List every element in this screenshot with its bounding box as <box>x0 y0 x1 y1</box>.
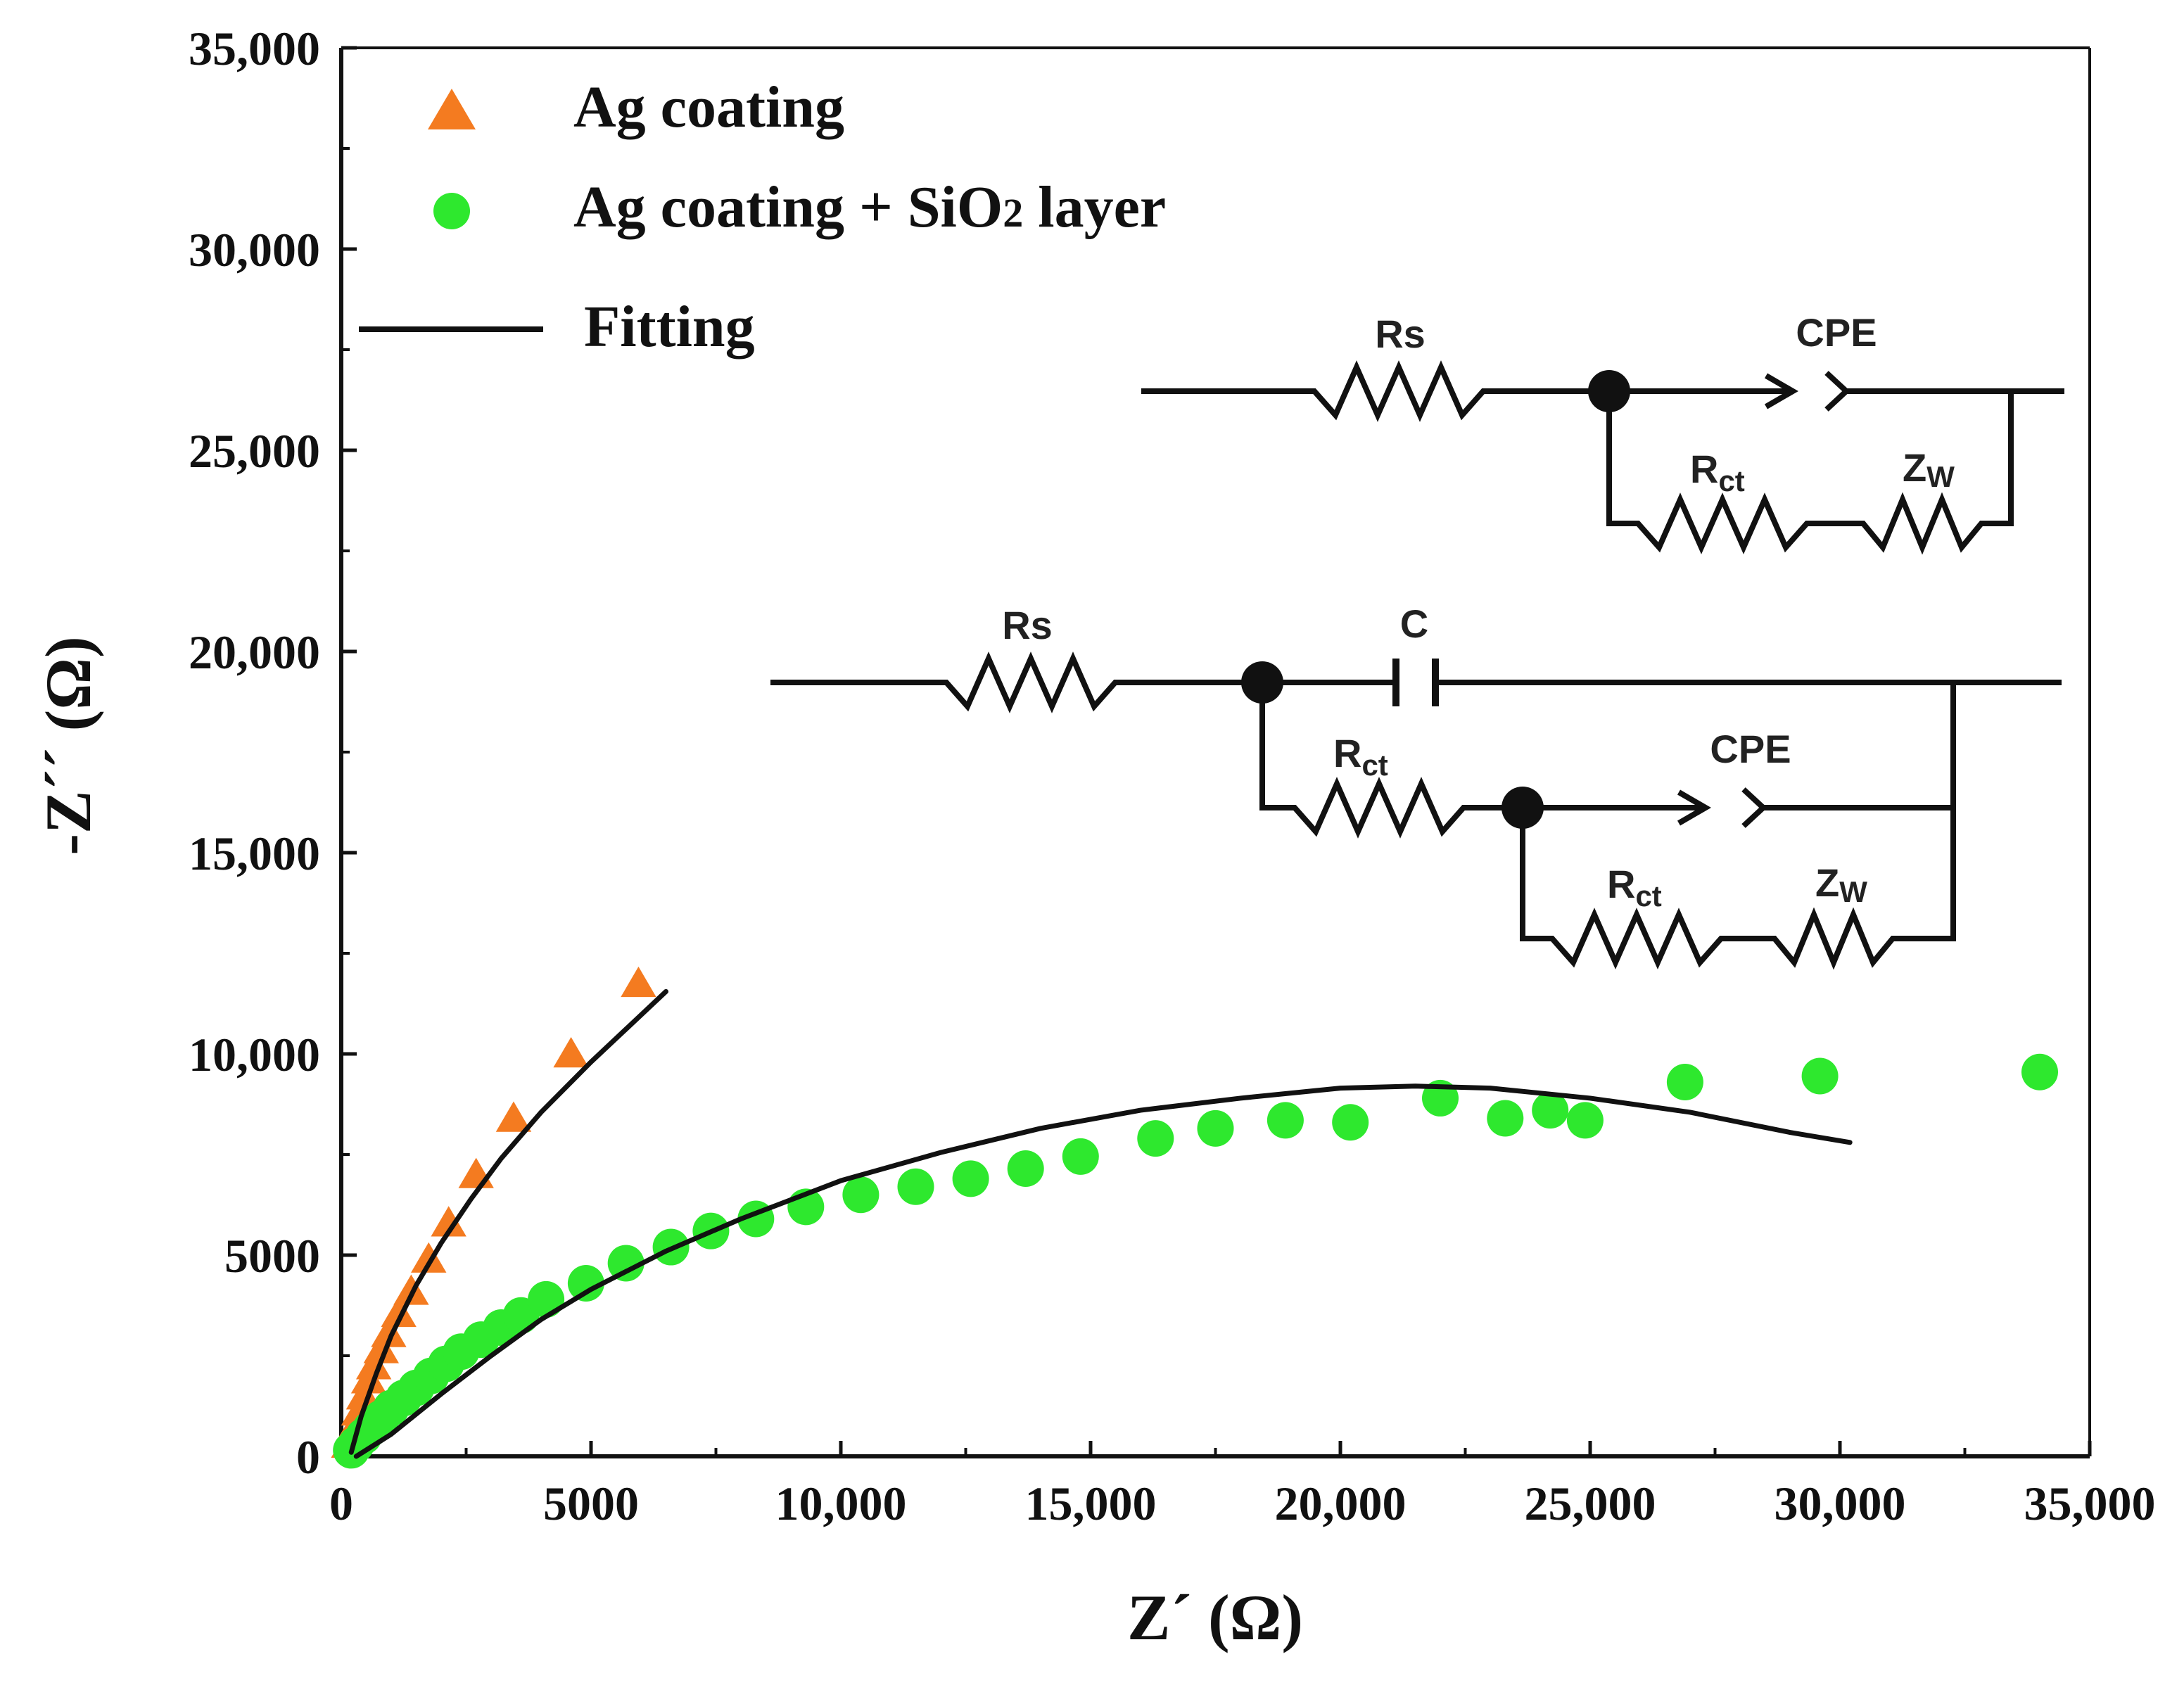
legend-label-ag-sio2-suffix: layer <box>1023 174 1166 240</box>
ag-sio2-point <box>607 1245 645 1282</box>
ag-coating-point <box>621 966 656 998</box>
axes-frame <box>339 46 2091 1458</box>
ag-coating-point <box>431 1206 466 1237</box>
circuit-bottom-rct1-letter: R <box>1333 731 1361 775</box>
x-tick-label: 15,000 <box>1025 1477 1157 1530</box>
ag-sio2-point <box>952 1160 989 1197</box>
circuit-bottom-rct2-letter: R <box>1607 862 1635 906</box>
legend-label-ag: Ag coating <box>573 75 844 140</box>
circuit-bottom-cpe-symbol <box>1741 787 1767 828</box>
legend-triangle-marker <box>428 89 476 129</box>
circuit-top-rct-letter: R <box>1690 447 1718 491</box>
series-ag-sio2 <box>333 1053 2058 1469</box>
y-tick-label: 10,000 <box>189 1028 320 1081</box>
circuit-bottom-rct1-resistor <box>1259 682 1523 839</box>
y-tick-label: 25,000 <box>189 424 320 478</box>
circuit-bottom-rct2-label: Rct <box>1607 862 1662 913</box>
ag-coating-point <box>393 1274 429 1305</box>
ag-sio2-point <box>1062 1138 1099 1175</box>
circuit-bottom-c-label: C <box>1400 602 1428 646</box>
circuit-top-cpe-symbol <box>1824 371 1850 412</box>
y-tick-label: 0 <box>296 1430 320 1484</box>
x-tick-label: 25,000 <box>1525 1477 1656 1530</box>
series-fitting <box>348 988 1853 1459</box>
ag-coating-point <box>553 1037 589 1068</box>
y-tick-label: 35,000 <box>189 22 320 75</box>
ag-sio2-point <box>1532 1092 1569 1129</box>
x-tick-label: 30,000 <box>1775 1477 1906 1530</box>
circuit-bottom-arrowhead <box>1677 789 1711 826</box>
fitting-curve-1 <box>348 988 668 1455</box>
circuit-top-cpe-label: CPE <box>1796 310 1877 355</box>
y-tick-label: 15,000 <box>189 827 320 880</box>
circuit-bottom-rct2-zw-branch <box>1520 682 1956 970</box>
ag-sio2-point <box>1197 1109 1234 1147</box>
circuit-bottom-rs-resistor <box>770 651 1262 713</box>
y-tick-label: 20,000 <box>189 625 320 679</box>
circuit-bottom-rct1-sub: ct <box>1361 749 1388 782</box>
ag-coating-point <box>411 1242 447 1273</box>
circuit-top-zw-sub: W <box>1926 460 1955 493</box>
ag-sio2-point <box>1332 1104 1369 1141</box>
circuit-top-rs-label: Rs <box>1375 312 1426 356</box>
circuit-top-zw-label: ZW <box>1903 445 1955 493</box>
x-tick-label: 5000 <box>543 1477 639 1530</box>
ag-sio2-point <box>2021 1053 2058 1091</box>
ag-sio2-point <box>1487 1100 1524 1137</box>
circuit-top-arrowhead <box>1764 373 1798 409</box>
x-tick-label: 10,000 <box>775 1477 907 1530</box>
circuit-top: Rs CPE Rct ZW <box>1141 310 2064 555</box>
legend: Ag coating Ag coating + SiO2 layer Fitti… <box>359 75 1166 360</box>
x-tick-label: 20,000 <box>1275 1477 1407 1530</box>
ag-sio2-point <box>1266 1102 1304 1139</box>
circuit-bottom-zw-letter: Z <box>1815 860 1839 905</box>
ag-coating-point <box>381 1296 417 1328</box>
circuit-bottom: Rs C Rct CPE Rct ZW <box>770 602 2062 970</box>
axis-ticks <box>339 46 2092 1458</box>
circuit-bottom-zw-sub: W <box>1839 875 1867 908</box>
y-tick-label: 5000 <box>224 1229 320 1283</box>
x-tick-label: 0 <box>329 1477 353 1530</box>
legend-circle-marker <box>433 193 470 229</box>
fitting-curve-2 <box>353 1083 1853 1459</box>
circuit-top-rs-resistor <box>1141 360 1609 422</box>
ag-coating-point <box>371 1316 407 1347</box>
ag-sio2-point <box>1007 1150 1044 1188</box>
circuit-bottom-rct2-sub: ct <box>1635 879 1661 913</box>
circuit-bottom-cpe-label: CPE <box>1710 727 1791 771</box>
legend-label-ag-sio2-main: Ag coating + SiO <box>573 174 1003 240</box>
y-axis-title: -Z´´ (Ω) <box>32 636 104 855</box>
ag-coating-point <box>345 1379 382 1410</box>
circuit-top-rct-zw-branch <box>1606 391 2014 555</box>
x-tick-labels: 0 5000 10,000 15,000 20,000 25,000 30,000 35,00… <box>329 1477 2156 1530</box>
circuit-top-rct-label: Rct <box>1690 447 1745 497</box>
legend-label-ag-sio2-sub: 2 <box>1003 190 1023 236</box>
ag-sio2-point <box>897 1168 934 1205</box>
ag-sio2-point <box>1801 1057 1839 1095</box>
circuit-top-zw-letter: Z <box>1903 445 1926 490</box>
ag-sio2-point <box>1666 1064 1703 1101</box>
ag-sio2-point <box>1137 1120 1174 1157</box>
ag-sio2-point <box>842 1176 880 1214</box>
legend-label-ag-sio2: Ag coating + SiO2 layer <box>573 174 1166 240</box>
circuit-bottom-rs-label: Rs <box>1002 603 1053 647</box>
series-ag-coating <box>331 966 656 1458</box>
ag-sio2-point <box>1566 1102 1604 1139</box>
y-tick-labels: 0 5000 10,000 15,000 20,000 25,000 30,000 35,00… <box>189 22 320 1484</box>
y-tick-label: 30,000 <box>189 223 320 276</box>
circuit-bottom-zw-label: ZW <box>1815 860 1867 908</box>
x-axis-title: Z´ (Ω) <box>1127 1582 1303 1653</box>
ag-coating-point <box>363 1333 399 1363</box>
ag-sio2-point <box>567 1265 604 1302</box>
legend-label-fitting: Fitting <box>584 294 755 360</box>
ag-coating-point <box>355 1349 392 1380</box>
circuit-bottom-rct1-label: Rct <box>1333 731 1388 782</box>
ag-sio2-point <box>528 1280 565 1318</box>
x-tick-label: 35,000 <box>2024 1477 2156 1530</box>
ag-coating-point <box>495 1101 532 1132</box>
circuit-top-rct-sub: ct <box>1718 464 1744 497</box>
